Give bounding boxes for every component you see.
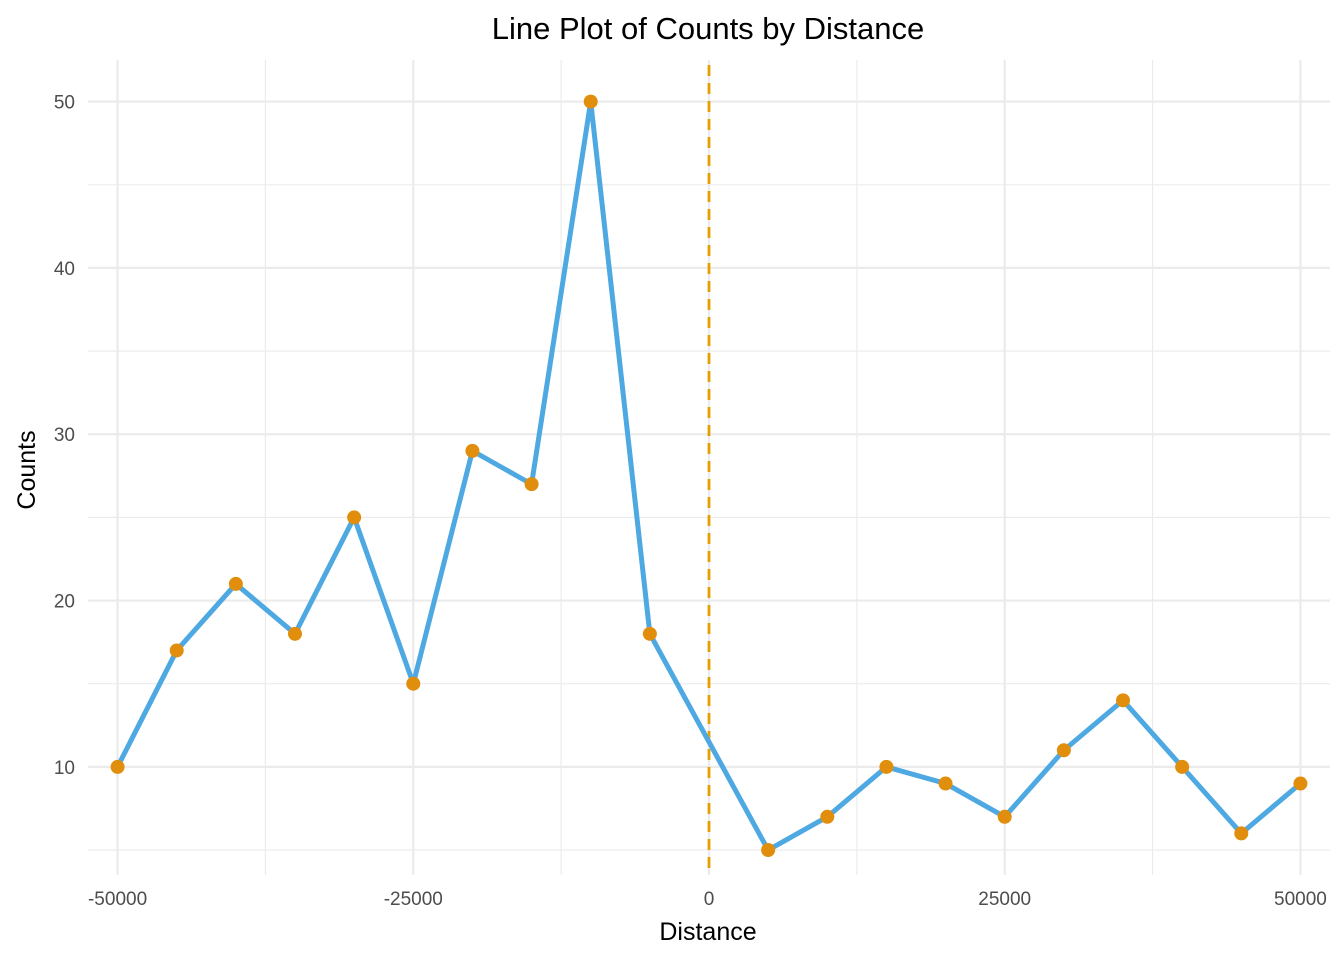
data-point: [1116, 693, 1130, 708]
y-tick-label: 20: [54, 592, 75, 613]
x-tick-labels: -50000 -25000 0 25000 50000: [88, 889, 1327, 910]
series-line: [115, 99, 1303, 853]
x-axis-title: Distance: [659, 918, 756, 946]
data-point: [347, 510, 362, 525]
series-group: [110, 94, 1308, 858]
data-point: [761, 843, 776, 858]
data-point: [1056, 743, 1071, 758]
x-tick-label: -25000: [384, 889, 443, 910]
x-tick-label: -50000: [88, 889, 147, 910]
x-tick-label: 0: [704, 889, 715, 910]
data-point: [1234, 826, 1249, 841]
y-axis-title: Counts: [13, 430, 41, 509]
y-tick-labels: 10 20 30 40 50: [54, 93, 75, 779]
data-point: [583, 94, 598, 109]
y-tick-label: 50: [54, 93, 75, 114]
data-point: [524, 477, 539, 492]
data-point: [1293, 776, 1308, 791]
data-point: [169, 643, 184, 658]
data-point: [879, 759, 894, 774]
data-point: [938, 776, 953, 791]
data-point: [642, 626, 657, 641]
data-point: [228, 576, 243, 591]
data-point: [406, 676, 421, 691]
x-tick-label: 50000: [1274, 889, 1327, 910]
data-point: [465, 443, 480, 458]
y-tick-label: 10: [54, 758, 75, 779]
data-point: [997, 809, 1012, 824]
y-tick-label: 30: [54, 425, 75, 446]
data-point: [110, 759, 125, 774]
data-point: [288, 626, 302, 641]
chart-title: Line Plot of Counts by Distance: [492, 11, 925, 46]
x-tick-label: 25000: [978, 889, 1031, 910]
y-tick-label: 40: [54, 259, 75, 280]
data-point: [820, 809, 835, 824]
data-point: [1175, 759, 1190, 774]
